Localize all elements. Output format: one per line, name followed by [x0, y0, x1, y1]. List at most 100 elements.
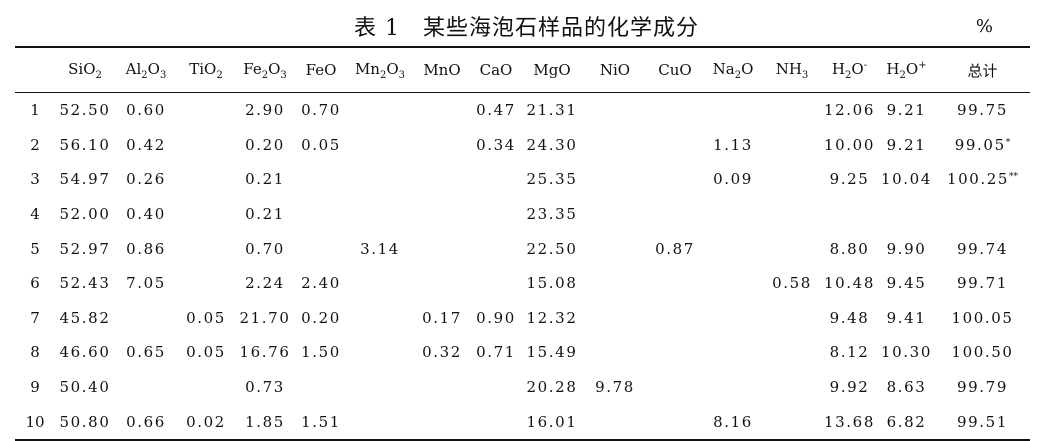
cell-cuo — [647, 266, 703, 301]
total-value: 99.75 — [957, 101, 1008, 120]
cell-cao — [471, 404, 521, 440]
header-text: Al — [125, 59, 142, 78]
cell-sio2: 54.97 — [59, 170, 111, 189]
cell-mn2o3 — [347, 197, 413, 232]
cell-nio — [583, 197, 647, 232]
cell-cao: 0.34 — [476, 135, 516, 154]
header-text: Mn — [354, 59, 380, 78]
cell-total: 99.71 — [935, 266, 1030, 301]
cell-al2o3: 0.60 — [126, 101, 166, 120]
header-text: FeO — [305, 61, 337, 79]
column-header-cao: CaO — [471, 47, 521, 93]
cell-cuo — [647, 301, 703, 336]
cell-nio — [583, 93, 647, 128]
cell-na2o: 0.09 — [713, 170, 753, 189]
cell-mn2o3 — [347, 128, 413, 163]
column-header-mn2o3: Mn2O3 — [347, 47, 413, 93]
header-text: MgO — [533, 61, 571, 79]
cell-nh3 — [763, 301, 821, 336]
cell-h2o-: 10.00 — [824, 135, 875, 154]
cell-feo: 0.05 — [301, 135, 341, 154]
column-header-h2o-: H2O- — [821, 47, 878, 93]
cell-total: 99.05* — [935, 128, 1030, 163]
header-text: O — [851, 59, 864, 78]
header-superscript: - — [863, 59, 868, 71]
column-header-tio2: TiO2 — [177, 47, 235, 93]
cell-nio — [583, 266, 647, 301]
header-text: O — [741, 59, 754, 78]
cell-h2o-: 9.90 — [886, 239, 927, 258]
cell-al2o3: 0.86 — [126, 239, 166, 258]
cell-mgo: 25.35 — [526, 170, 578, 189]
table-row: 1 52.50 0.60 2.90 0.70 0.47 21.31 12.06 9.21 99.7… — [15, 93, 1030, 128]
column-header-n — [15, 47, 55, 93]
cell-mn2o3 — [347, 404, 413, 440]
footnote-mark: * — [1005, 137, 1011, 148]
total-value: 99.51 — [957, 412, 1008, 431]
cell-mn2o3 — [347, 335, 413, 370]
table-row: 3 54.97 0.26 0.21 25.35 0.09 9.25 10.04 100.25** — [15, 162, 1030, 197]
cell-mno: 0.17 — [422, 308, 462, 327]
cell-na2o — [703, 197, 763, 232]
cell-mn2o3 — [347, 93, 413, 128]
total-value: 99.79 — [957, 378, 1008, 397]
row-number: 9 — [30, 378, 40, 397]
cell-mn2o3 — [347, 266, 413, 301]
cell-h2o-: 12.06 — [824, 101, 875, 120]
cell-h2o-: 10.30 — [881, 343, 932, 362]
cell-fe2o3: 21.70 — [239, 308, 291, 327]
cell-total — [935, 197, 1030, 232]
cell-mgo: 23.35 — [526, 205, 578, 224]
cell-nh3 — [763, 162, 821, 197]
cell-h2o-: 13.68 — [824, 412, 875, 431]
cell-mgo: 24.30 — [526, 135, 578, 154]
cell-nh3 — [763, 370, 821, 405]
header-text: O — [268, 59, 281, 78]
table-row: 7 45.82 0.05 21.70 0.20 0.17 0.90 12.32 9.48 9.41… — [15, 301, 1030, 336]
table-row: 9 50.40 0.73 20.28 9.78 9.92 8.63 99.79 — [15, 370, 1030, 405]
cell-cao — [471, 197, 521, 232]
cell-sio2: 52.97 — [59, 239, 111, 258]
header-text: Fe — [243, 59, 262, 78]
column-header-al2o3: Al2O3 — [115, 47, 177, 93]
cell-cuo — [647, 162, 703, 197]
column-header-total: 总计 — [935, 47, 1030, 93]
cell-mn2o3 — [347, 301, 413, 336]
cell-feo: 0.70 — [301, 101, 341, 120]
cell-nio — [583, 335, 647, 370]
cell-al2o3: 7.05 — [126, 274, 166, 293]
cell-feo — [295, 231, 347, 266]
cell-feo — [295, 162, 347, 197]
cell-cuo: 0.87 — [655, 239, 695, 258]
cell-al2o3: 0.65 — [126, 343, 166, 362]
cell-mgo: 20.28 — [526, 378, 578, 397]
cell-mgo: 21.31 — [526, 101, 578, 120]
cell-nio: 9.78 — [595, 378, 635, 397]
cell-feo: 1.50 — [301, 343, 341, 362]
cell-sio2: 46.60 — [59, 343, 111, 362]
cell-feo: 2.40 — [301, 274, 341, 293]
cell-total: 100.25** — [935, 162, 1030, 197]
header-subscript: 3 — [159, 69, 167, 81]
cell-feo: 1.51 — [301, 412, 341, 431]
cell-tio2 — [177, 370, 235, 405]
cell-fe2o3: 2.24 — [245, 274, 285, 293]
total-value: 99.71 — [957, 274, 1008, 293]
column-header-na2o: Na2O — [703, 47, 763, 93]
cell-na2o: 1.13 — [713, 135, 753, 154]
cell-al2o3: 0.26 — [126, 170, 166, 189]
cell-cao — [471, 266, 521, 301]
cell-fe2o3: 0.20 — [245, 135, 285, 154]
cell-cao: 0.71 — [476, 343, 516, 362]
cell-fe2o3: 1.85 — [245, 412, 285, 431]
header-text: MnO — [423, 61, 461, 79]
cell-mgo: 15.49 — [526, 343, 578, 362]
cell-mno — [413, 93, 471, 128]
cell-nh3 — [763, 335, 821, 370]
cell-h2o-: 10.48 — [824, 274, 875, 293]
cell-na2o — [703, 93, 763, 128]
row-number: 7 — [30, 308, 40, 327]
cell-sio2: 50.80 — [59, 412, 111, 431]
column-header-feo: FeO — [295, 47, 347, 93]
cell-tio2: 0.05 — [186, 343, 226, 362]
